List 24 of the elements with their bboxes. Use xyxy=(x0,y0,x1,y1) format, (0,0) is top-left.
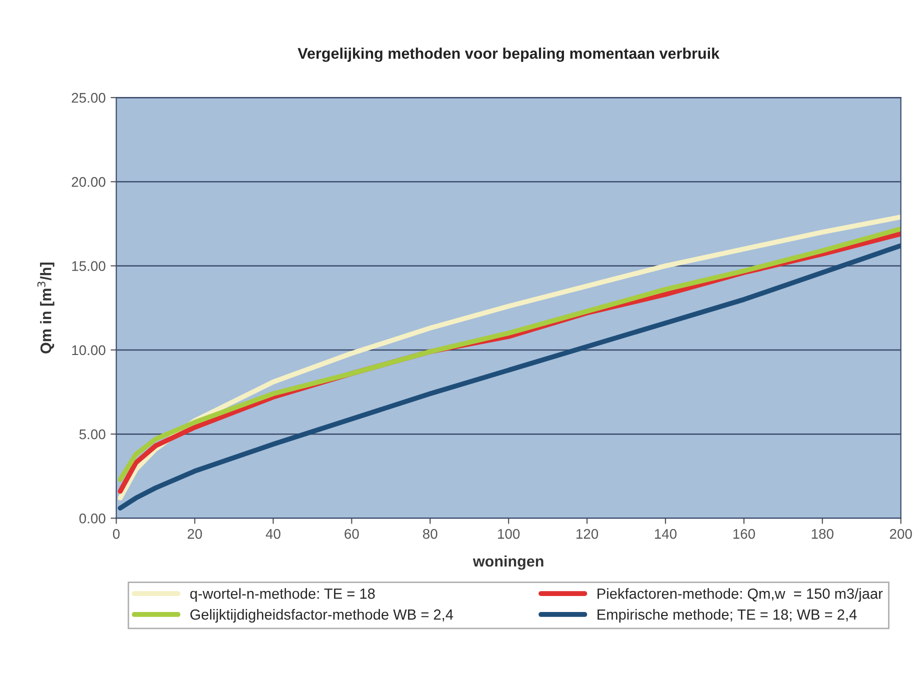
y-tick-label: 15.00 xyxy=(72,261,106,272)
chart-title: Vergelijking methoden voor bepaling momentaan verbruik xyxy=(298,48,720,62)
x-tick-label: 60 xyxy=(344,528,359,539)
y-tick-label: 5.00 xyxy=(79,429,106,440)
x-tick-label: 140 xyxy=(654,528,677,539)
x-tick-label: 120 xyxy=(576,528,598,539)
y-tick-label: 20.00 xyxy=(72,177,106,187)
legend-label: q-wortel-n-methode: TE = 18 xyxy=(190,588,375,602)
y-tick-label: 0.00 xyxy=(79,514,106,524)
x-tick-label: 20 xyxy=(188,528,202,539)
x-tick-label: 40 xyxy=(266,528,280,539)
x-axis-title: woningen xyxy=(472,555,544,570)
x-tick-label: 160 xyxy=(733,528,755,539)
x-tick-label: 180 xyxy=(812,528,834,539)
y-axis-title: Qm in [m$^{3}$/h] xyxy=(37,262,54,354)
legend-label: Piekfactoren-methode: Qm,w = 150 m3/jaar xyxy=(598,588,883,602)
x-tick-label: 100 xyxy=(498,528,520,539)
y-tick-label: 10.00 xyxy=(72,345,106,356)
y-tick-label: 25.00 xyxy=(72,92,106,103)
legend-label: Empirische methode; TE = 18; WB = 2,4 xyxy=(598,609,857,623)
legend-label: Gelijktijdigheidsfactor-methode WB = 2,4 xyxy=(190,609,454,623)
x-tick-label: 200 xyxy=(890,528,912,539)
x-tick-label: 0 xyxy=(112,528,120,539)
x-tick-label: 80 xyxy=(423,528,438,539)
